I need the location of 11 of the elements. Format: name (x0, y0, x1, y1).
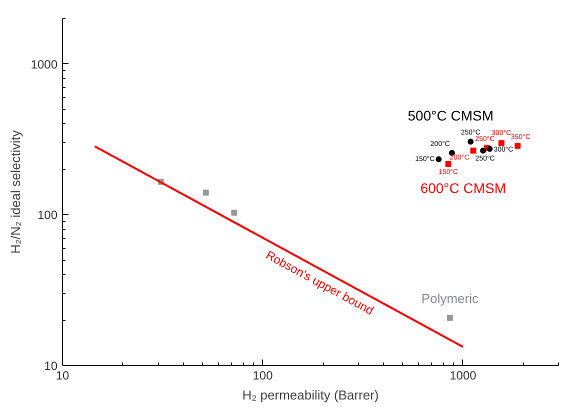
y-tick-label: 100 (37, 208, 58, 222)
x-axis-title: H₂ permeability (Barrer) (242, 388, 379, 402)
y-axis-title: H₂/N₂ ideal selectivity (8, 130, 23, 254)
y-tick-label: 1000 (30, 57, 58, 72)
x-tick-label: 1000 (450, 368, 477, 382)
series-label: 500°C CMSM (408, 108, 494, 124)
series-label: 600°C CMSM (420, 180, 506, 196)
x-tick-label: 10 (56, 368, 70, 382)
y-tick-label: 10 (44, 359, 58, 373)
x-tick-label: 100 (252, 368, 274, 382)
series-label: Polymeric (421, 290, 479, 306)
